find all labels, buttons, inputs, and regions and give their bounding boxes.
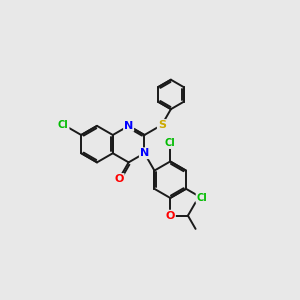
Text: O: O [166, 211, 175, 220]
Text: O: O [114, 174, 124, 184]
Text: S: S [158, 120, 166, 130]
Text: N: N [124, 121, 133, 131]
Text: Cl: Cl [58, 120, 69, 130]
Text: Cl: Cl [165, 138, 175, 148]
Text: Cl: Cl [196, 193, 207, 203]
Text: N: N [140, 148, 149, 158]
